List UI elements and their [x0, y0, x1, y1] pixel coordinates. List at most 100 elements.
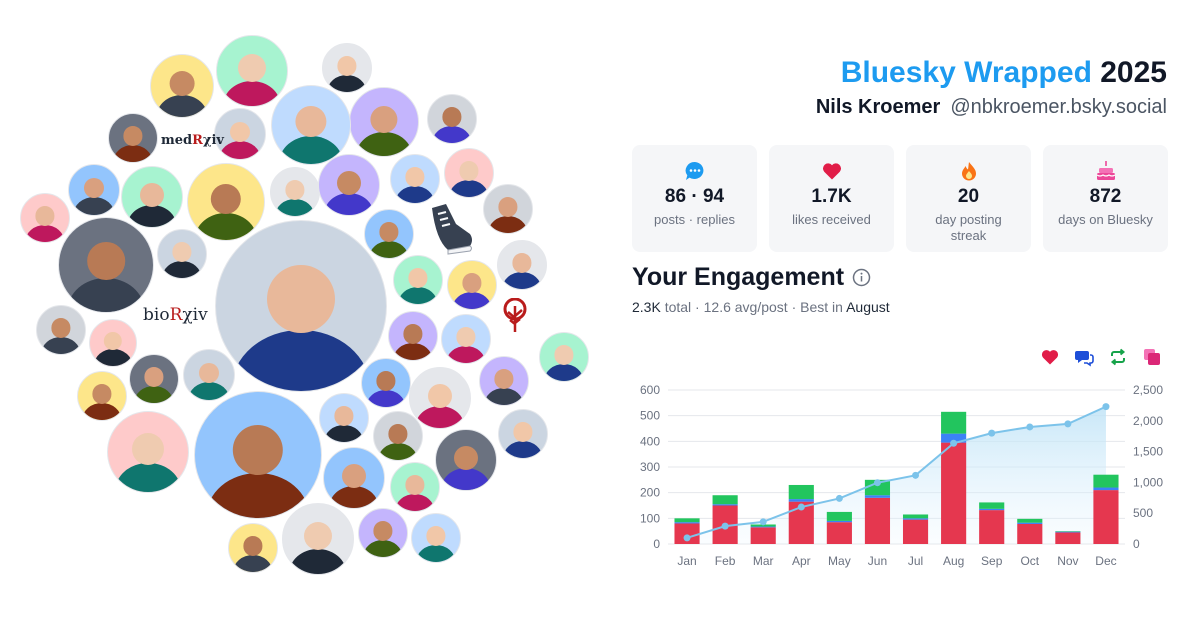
- heart-icon: [822, 163, 841, 180]
- follower-avatar[interactable]: [36, 305, 86, 355]
- sneaker-icon: [432, 204, 472, 255]
- y2-tick-label: 500: [1133, 506, 1153, 520]
- bar-reposts: [750, 524, 776, 527]
- bar-replies: [941, 433, 967, 443]
- bar-replies: [1017, 522, 1043, 524]
- x-tick-label: Nov: [1057, 554, 1078, 568]
- engagement-chart: 0 100 200 300 400 500 600 0 500 1,000 1,500 2,000 2,…: [640, 383, 1163, 568]
- follower-avatar[interactable]: [444, 148, 494, 198]
- bar-likes: [941, 442, 967, 544]
- y-tick-label: 0: [653, 537, 660, 551]
- follower-avatar[interactable]: [361, 358, 411, 408]
- fire-icon: [961, 162, 976, 181]
- follower-avatar[interactable]: [388, 311, 438, 361]
- follower-avatar[interactable]: [393, 255, 443, 305]
- follower-avatar[interactable]: [539, 332, 589, 382]
- follower-avatar[interactable]: [349, 87, 419, 157]
- stat-value: 872: [1089, 186, 1122, 207]
- title-brand: Bluesky Wrapped: [840, 56, 1092, 89]
- bar-likes: [1017, 523, 1043, 544]
- follower-avatar[interactable]: [483, 184, 533, 234]
- bar-replies: [902, 518, 929, 520]
- stat-card-posts: 86 · 94 posts · replies: [632, 145, 757, 252]
- follower-avatar[interactable]: [358, 508, 408, 558]
- cumulative-point: [1026, 423, 1034, 431]
- quote-legend-icon[interactable]: [1142, 347, 1162, 367]
- follower-avatar[interactable]: [497, 240, 547, 290]
- medrxiv-logo: medRχiv: [161, 133, 224, 148]
- tree-logo-icon: [503, 298, 527, 332]
- likes-legend-icon[interactable]: [1040, 347, 1060, 367]
- engagement-summary: 2.3K total · 12.6 avg/post · Best in Aug…: [632, 299, 890, 315]
- bar-reposts: [979, 502, 1005, 509]
- x-tick-label: Aug: [943, 554, 964, 568]
- reply-legend-icon[interactable]: [1074, 347, 1094, 367]
- cumulative-point: [721, 522, 729, 530]
- follower-avatar[interactable]: [479, 356, 529, 406]
- follower-avatar[interactable]: [373, 411, 423, 461]
- follower-avatar[interactable]: [187, 163, 265, 241]
- x-tick-label: Apr: [792, 554, 811, 568]
- follower-avatar[interactable]: [271, 85, 351, 165]
- follower-avatar[interactable]: [390, 462, 440, 512]
- cumulative-point: [759, 518, 767, 526]
- cumulative-point: [988, 429, 996, 437]
- follower-avatar[interactable]: [89, 319, 137, 367]
- follower-avatar[interactable]: [77, 371, 127, 421]
- follower-avatar[interactable]: [194, 391, 322, 519]
- follower-avatar[interactable]: [157, 229, 207, 279]
- follower-avatar[interactable]: [270, 167, 320, 217]
- y-tick-label: 300: [640, 460, 660, 474]
- follower-avatar[interactable]: [427, 94, 477, 144]
- chat-bubble-icon: [685, 161, 703, 180]
- y2-tick-label: 2,000: [1133, 414, 1163, 428]
- user-handle[interactable]: @nbkroemer.bsky.social: [950, 96, 1167, 118]
- bar-likes: [674, 523, 700, 544]
- follower-avatar[interactable]: [183, 349, 235, 401]
- x-tick-label: Sep: [981, 554, 1003, 568]
- bar-reposts: [1055, 531, 1081, 532]
- follower-avatar[interactable]: [390, 154, 440, 204]
- follower-avatar[interactable]: [129, 354, 179, 404]
- follower-avatar[interactable]: [68, 164, 120, 216]
- cumulative-point: [683, 534, 691, 542]
- follower-avatar[interactable]: [216, 35, 288, 107]
- y-tick-label: 100: [640, 511, 660, 525]
- follower-avatar[interactable]: [319, 393, 369, 443]
- x-tick-label: Oct: [1020, 554, 1039, 568]
- follower-avatar[interactable]: [435, 429, 497, 491]
- follower-avatar[interactable]: [498, 409, 548, 459]
- follower-avatar[interactable]: [441, 314, 491, 364]
- follower-avatar[interactable]: [150, 54, 214, 118]
- follower-avatar[interactable]: [318, 154, 380, 216]
- follower-avatar[interactable]: [228, 523, 278, 573]
- bar-likes: [1093, 490, 1119, 544]
- follower-avatar[interactable]: [364, 209, 414, 259]
- bar-replies: [712, 504, 738, 506]
- bar-replies: [979, 508, 1005, 511]
- stat-card-streak: 20 day posting streak: [906, 145, 1031, 252]
- repost-legend-icon[interactable]: [1108, 347, 1128, 367]
- follower-avatar[interactable]: [447, 260, 497, 310]
- follower-avatar[interactable]: [107, 411, 189, 493]
- stat-value: 86 · 94: [664, 186, 725, 207]
- bar-likes: [902, 519, 929, 544]
- follower-avatar[interactable]: [409, 367, 471, 429]
- info-icon[interactable]: [852, 268, 871, 287]
- stat-label: day posting streak: [935, 212, 1002, 243]
- follower-avatar[interactable]: [108, 113, 158, 163]
- follower-avatar[interactable]: [20, 193, 70, 243]
- follower-avatar[interactable]: [282, 503, 354, 575]
- follower-avatar[interactable]: [323, 447, 385, 509]
- follower-avatar[interactable]: [215, 220, 387, 392]
- follower-avatar[interactable]: [322, 43, 372, 93]
- follower-avatar[interactable]: [411, 513, 461, 563]
- y-tick-label: 200: [640, 486, 660, 500]
- y-tick-label: 600: [640, 383, 660, 397]
- follower-avatar[interactable]: [121, 166, 183, 228]
- follower-avatar[interactable]: [58, 217, 154, 313]
- follower-avatar[interactable]: [214, 108, 266, 160]
- user-name: Nils Kroemer: [815, 96, 941, 118]
- cumulative-point: [912, 471, 920, 479]
- engagement-avg: 12.6 avg/post: [703, 299, 788, 315]
